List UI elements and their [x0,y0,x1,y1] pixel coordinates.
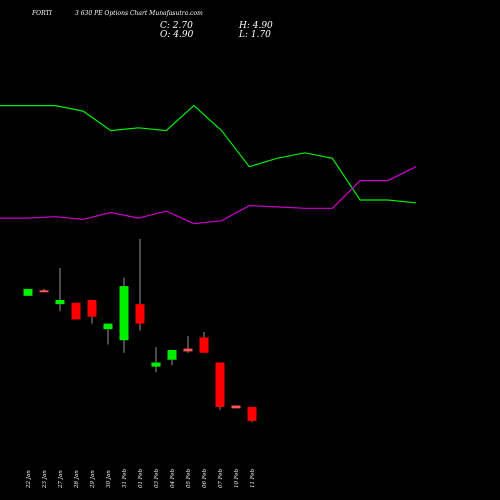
candle-body [71,302,81,320]
candle [199,331,209,353]
x-tick-label: 07 Feb [218,468,224,488]
candle [151,347,161,373]
candle-body [103,323,113,330]
x-tick-label: 01 Feb [138,468,144,488]
candle [55,268,65,312]
candle [231,405,241,409]
candle [183,336,193,353]
x-tick-label: 31 Feb [122,468,128,488]
x-axis-ticks: 22 Jan 23 Jan 27 Jan 28 Jan 29 Jan 30 Jan 31 F… [26,468,256,489]
candle [167,350,177,366]
x-tick-label: 27 Jan [58,470,64,489]
candle-body [55,300,65,305]
candle [247,406,257,423]
x-tick-label: 23 Jan [42,470,48,489]
x-tick-label: 30 Jan [106,470,112,488]
candle [135,238,145,331]
candle-body [183,348,193,352]
indicator-lines [0,104,417,225]
magenta-indicator-line [0,166,417,225]
x-tick-label: 04 Feb [170,468,176,488]
low-value: L: 1.70 [239,30,271,40]
candle [119,277,129,353]
candle-body [167,350,177,360]
candle-body [87,300,97,317]
candle [103,323,113,345]
close-value: C: 2.70 [160,21,193,31]
candle [39,288,49,293]
candle [71,302,81,320]
chart-symbol: FORTI [32,10,52,17]
x-tick-label: 29 Jan [90,470,96,489]
candle-body [151,362,161,367]
candle-body [199,337,209,353]
x-tick-label: 28 Jan [74,470,80,489]
candle [87,300,97,324]
x-tick-label: 10 Feb [234,468,240,488]
candle [215,362,225,410]
x-tick-label: 05 Feb [186,468,192,488]
candle-body [247,406,257,421]
x-tick-label: 22 Jan [26,470,32,489]
green-indicator-line [0,104,417,204]
candle-body [23,288,33,296]
open-value: O: 4.90 [160,30,194,40]
high-value: H: 4.90 [239,21,273,31]
x-tick-label: 03 Feb [154,468,160,488]
candle [23,288,33,296]
candlesticks [23,238,257,423]
candle-body [39,290,49,293]
candle-body [231,405,241,409]
x-tick-label: 06 Feb [202,468,208,488]
chart-subtitle: 3 630 PE Options Chart Munafasutra.com [75,10,203,17]
candle-body [119,286,129,341]
x-tick-label: 11 Feb [250,468,256,488]
candle-body [215,362,225,407]
candle-body [135,304,145,324]
